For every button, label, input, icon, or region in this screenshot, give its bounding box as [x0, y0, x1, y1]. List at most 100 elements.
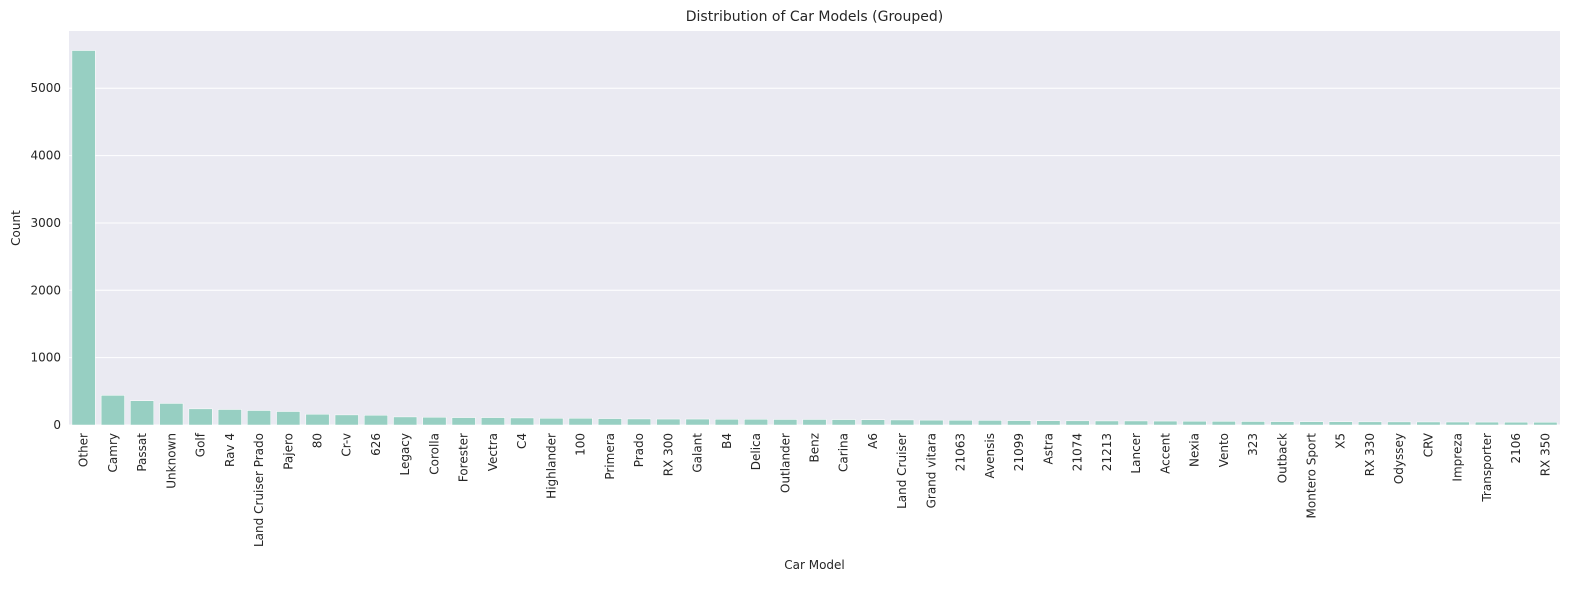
x-tick-label: Primera [603, 433, 617, 480]
x-tick-label: Grand vitara [924, 433, 938, 508]
bar [685, 418, 710, 426]
bar [656, 418, 681, 426]
bar [71, 50, 96, 426]
x-tick-label: Vectra [486, 433, 500, 471]
bar [977, 420, 1002, 426]
chart-title: Distribution of Car Models (Grouped) [686, 9, 943, 25]
bar [130, 400, 155, 426]
x-tick-label: Passat [135, 433, 149, 472]
bar [451, 417, 476, 426]
y-tick-label: 0 [53, 418, 61, 432]
x-tick-label: Nexia [1188, 433, 1202, 467]
bar [1124, 420, 1149, 426]
bar [773, 419, 798, 426]
x-tick-label: 80 [311, 433, 325, 448]
x-tick-label: 21074 [1071, 433, 1085, 471]
bar [597, 418, 622, 426]
x-tick-label: Forester [457, 433, 471, 482]
bar [1007, 420, 1032, 426]
bar [1036, 420, 1061, 426]
x-tick-label: Transporter [1480, 433, 1494, 503]
bar [510, 417, 535, 426]
y-tick-label: 5000 [30, 81, 61, 95]
bar [1387, 421, 1412, 426]
bar [1153, 420, 1178, 426]
x-tick-label: Avensis [983, 433, 997, 478]
bar [159, 403, 184, 426]
x-tick-label: Rav 4 [223, 433, 237, 467]
bar [831, 419, 856, 426]
bar [334, 414, 359, 426]
bar [919, 419, 944, 426]
x-tick-label: C4 [515, 433, 529, 449]
bar [247, 410, 271, 426]
x-tick-label: 2106 [1509, 433, 1523, 464]
bar [480, 417, 505, 426]
bar [627, 418, 652, 426]
y-axis-label: Count [9, 210, 23, 246]
x-tick-label: RX 350 [1538, 433, 1552, 476]
x-tick-label: 100 [574, 433, 588, 456]
x-tick-label: Astra [1041, 433, 1055, 464]
x-tick-label: Accent [1158, 433, 1172, 474]
x-tick-label: Other [77, 433, 91, 467]
bar [890, 419, 915, 426]
x-tick-label: Outback [1275, 433, 1289, 483]
x-axis-label: Car Model [784, 558, 845, 572]
x-tick-label: Legacy [398, 433, 412, 476]
bar [861, 419, 885, 426]
bar [100, 395, 125, 426]
x-tick-labels: Other Camry Passat Unknown Golf Rav 4 Land Cru… [77, 432, 1553, 547]
bar [1299, 421, 1324, 426]
bar [1065, 420, 1090, 426]
bar [1211, 421, 1236, 426]
x-tick-label: Land Cruiser Prado [252, 433, 266, 547]
bar [1270, 421, 1295, 426]
bar [1416, 421, 1441, 426]
bar [1533, 421, 1558, 426]
x-tick-label: Delica [749, 433, 763, 470]
plot-area [69, 31, 1560, 425]
x-tick-label: RX 300 [661, 433, 675, 476]
bar [217, 409, 242, 426]
x-tick-label: Unknown [164, 433, 178, 489]
x-tick-label: B4 [720, 433, 734, 449]
x-tick-label: Benz [808, 433, 822, 463]
bar [364, 414, 388, 426]
x-tick-label: 626 [369, 433, 383, 456]
x-tick-label: Odyssey [1392, 433, 1406, 484]
x-tick-label: Galant [691, 433, 705, 473]
bar [1328, 421, 1353, 426]
x-tick-label: Outlander [778, 433, 792, 493]
y-tick-labels: 0 1000 2000 3000 4000 5000 [30, 81, 61, 432]
x-tick-label: Vento [1217, 433, 1231, 467]
y-tick-label: 2000 [30, 283, 61, 297]
x-tick-label: Pajero [281, 433, 295, 470]
bar [1094, 420, 1119, 426]
bar [276, 411, 301, 426]
bars [71, 50, 1558, 426]
x-tick-label: Land Cruiser [895, 433, 909, 509]
bar [1241, 421, 1265, 426]
x-tick-label: Montero Sport [1305, 433, 1319, 519]
x-tick-label: X5 [1334, 433, 1348, 449]
x-tick-label: Corolla [427, 433, 441, 475]
x-tick-label: CRV [1421, 432, 1435, 457]
x-tick-label: 21099 [1012, 433, 1026, 471]
x-tick-label: Carina [837, 433, 851, 472]
bar [393, 416, 418, 426]
bar [1182, 420, 1207, 426]
bar [305, 413, 330, 426]
bar [422, 417, 447, 426]
bar [539, 418, 564, 426]
bar [1445, 421, 1470, 426]
y-tick-label: 4000 [30, 149, 61, 163]
x-tick-label: 21063 [954, 433, 968, 471]
bar [948, 420, 973, 426]
x-tick-label: RX 330 [1363, 433, 1377, 476]
x-tick-label: Golf [194, 432, 208, 457]
x-tick-label: 21213 [1100, 433, 1114, 471]
x-tick-label: Cr-v [340, 433, 354, 457]
y-tick-label: 1000 [30, 351, 61, 365]
